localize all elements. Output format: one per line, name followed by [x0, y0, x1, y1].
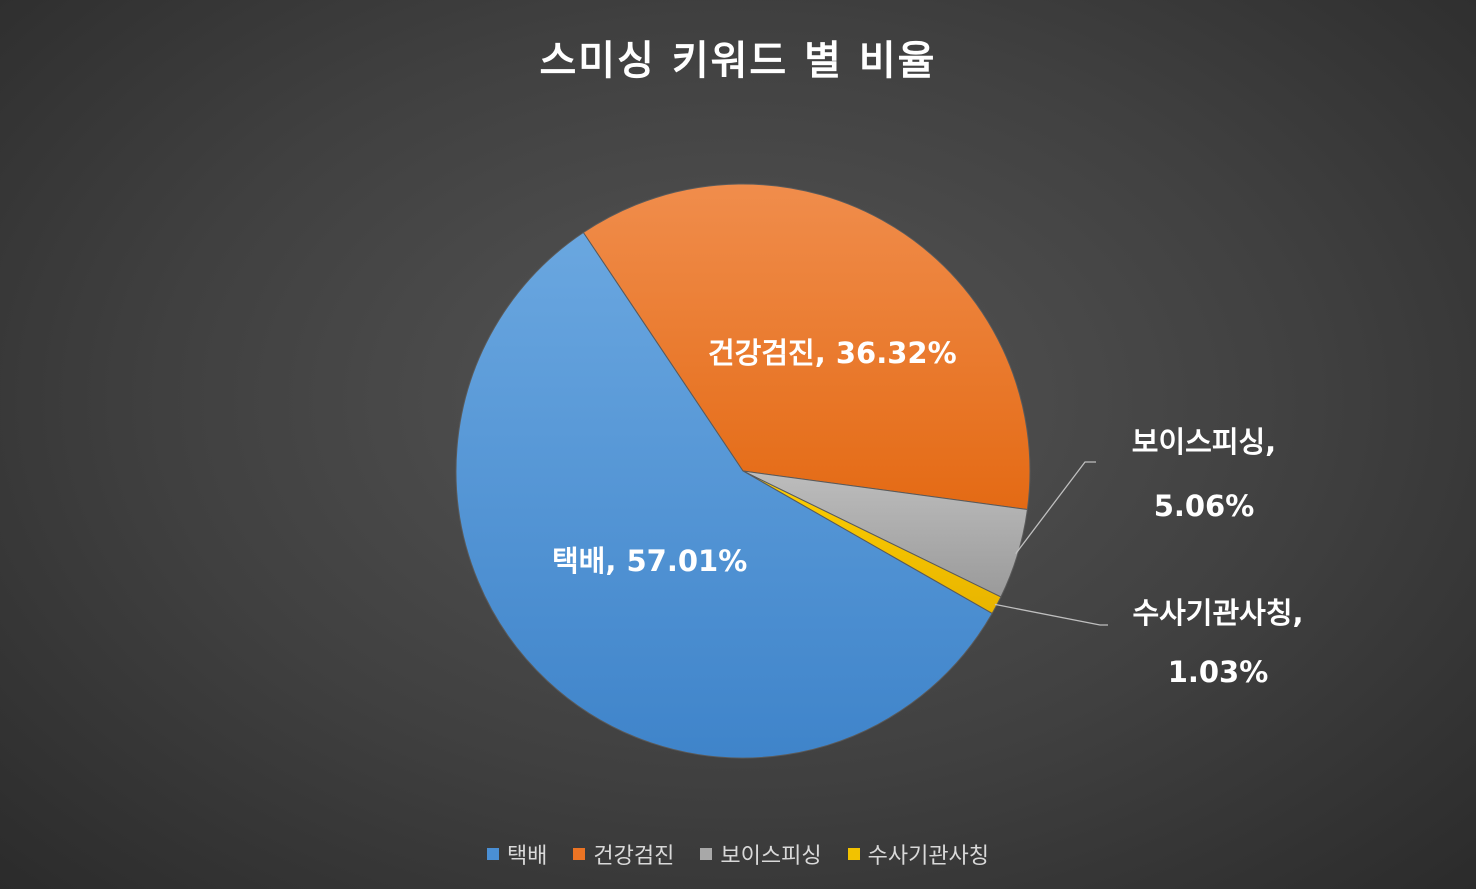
legend: 택배 건강검진 보이스피싱 수사기관사칭 [0, 838, 1476, 870]
legend-swatch [847, 848, 860, 860]
data-label-보이스피싱: 보이스피싱, 5.06% [1131, 425, 1277, 523]
legend-label: 보이스피싱 [720, 844, 822, 869]
legend-item-수사기관사칭: 수사기관사칭 [847, 838, 990, 870]
legend-label: 수사기관사칭 [867, 844, 990, 869]
data-label-수사기관사칭: 수사기관사칭, 1.03% [1132, 596, 1304, 689]
data-label-건강검진: 건강검진, 36.32% [708, 336, 957, 370]
pie-slice-택배 [455, 231, 993, 759]
chart-title: 스미싱 키워드 별 비율 [539, 38, 937, 84]
data-label-택배: 택배, 57.01% [552, 544, 748, 578]
legend-swatch [700, 848, 713, 860]
legend-swatch [573, 848, 586, 860]
leader-line-보이스피싱 [1015, 461, 1096, 555]
legend-label: 건강검진 [593, 844, 675, 869]
legend-label: 택배 [506, 844, 548, 869]
legend-item-택배: 택배 [486, 838, 548, 870]
legend-item-건강검진: 건강검진 [573, 838, 674, 870]
leader-line-수사기관사칭 [994, 603, 1108, 626]
legend-item-보이스피싱: 보이스피싱 [700, 838, 822, 870]
legend-swatch [486, 848, 499, 860]
pie-slice-건강검진 [582, 183, 1031, 511]
